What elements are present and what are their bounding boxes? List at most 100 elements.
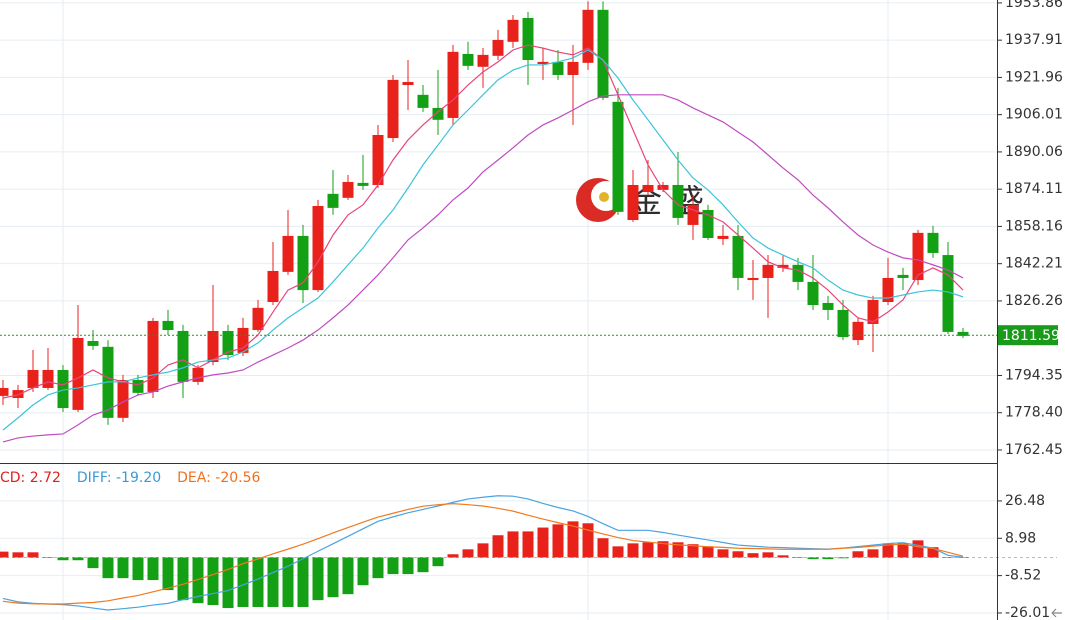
- macd-bar: [117, 557, 129, 579]
- macd-bar: [642, 542, 654, 558]
- logo-dot: [599, 192, 609, 202]
- candle-body: [132, 380, 144, 393]
- macd-bar: [357, 557, 369, 586]
- macd-bar: [387, 557, 399, 575]
- macd-bar: [12, 552, 24, 558]
- macd-bar: [657, 541, 669, 558]
- macd-bar: [42, 557, 54, 558]
- candle-body: [447, 51, 459, 118]
- y-tick-label: 1874.11: [1005, 181, 1063, 197]
- macd-bar: [237, 557, 249, 607]
- macd-bar: [942, 557, 954, 558]
- macd-bar: [462, 549, 474, 558]
- macd-bar: [297, 557, 309, 607]
- indicator-label: DEA: -20.56: [177, 470, 260, 486]
- candle-body: [897, 274, 909, 278]
- macd-bar: [762, 552, 774, 558]
- candle-body: [852, 321, 864, 341]
- y-tick-label: 1826.26: [1005, 293, 1063, 309]
- candle-body: [477, 54, 489, 67]
- candle-body: [417, 94, 429, 108]
- y-tick-label: 1890.06: [1005, 144, 1063, 160]
- candle-body: [177, 330, 189, 382]
- last-price-label: 1811.59: [1002, 328, 1060, 344]
- macd-bar: [552, 524, 564, 558]
- y-tick-label: 1762.45: [1005, 442, 1063, 458]
- macd-bar: [627, 543, 639, 558]
- candle-body: [762, 264, 774, 278]
- candle-body: [27, 369, 39, 388]
- candle-body: [42, 369, 54, 388]
- watermark: 金 盛: [576, 178, 704, 222]
- y-tick-label: 8.98: [1005, 530, 1036, 546]
- candle-body: [867, 299, 879, 324]
- candle-body: [297, 235, 309, 291]
- candle-body: [327, 193, 339, 208]
- candle-body: [882, 277, 894, 303]
- macd-bar: [732, 551, 744, 558]
- macd-bar: [867, 549, 879, 558]
- candle-body: [807, 281, 819, 306]
- macd-bar: [477, 543, 489, 558]
- macd-bar: [402, 557, 414, 575]
- candle-body: [0, 387, 9, 396]
- macd-bar: [492, 535, 504, 558]
- candle-body: [252, 307, 264, 331]
- moving-average-line: [2, 94, 964, 443]
- macd-bar: [837, 557, 849, 559]
- macd-bar: [717, 549, 729, 558]
- moving-average-line: [2, 49, 964, 431]
- macd-bar: [582, 523, 594, 558]
- macd-bar: [327, 557, 339, 598]
- macd-line: [2, 503, 964, 605]
- candle-body: [942, 255, 954, 332]
- candle-body: [927, 232, 939, 253]
- macd-bar: [507, 531, 519, 558]
- macd-bar: [597, 538, 609, 558]
- macd-bar: [747, 553, 759, 558]
- candle-body: [162, 320, 174, 331]
- macd-bar: [192, 557, 204, 604]
- candle-body: [387, 79, 399, 139]
- y-tick-label: 26.48: [1005, 493, 1045, 509]
- y-tick-label: 1794.35: [1005, 367, 1063, 383]
- macd-bar: [957, 557, 969, 558]
- candle-body: [207, 330, 219, 363]
- macd-bar: [87, 557, 99, 569]
- indicator-label: DIFF: -19.20: [77, 470, 161, 486]
- candle-body: [747, 277, 759, 281]
- candle-body: [657, 184, 669, 190]
- macd-bar: [282, 557, 294, 607]
- macd-bar: [267, 557, 279, 607]
- macd-bar: [447, 554, 459, 558]
- candle-body: [522, 17, 534, 61]
- candle-body: [672, 184, 684, 218]
- macd-bar: [882, 543, 894, 558]
- macd-bar: [132, 557, 144, 581]
- macd-bar: [207, 557, 219, 606]
- macd-bar: [342, 557, 354, 595]
- candle-body: [192, 367, 204, 382]
- y-tick-label: 1906.01: [1005, 107, 1063, 123]
- macd-bar: [687, 544, 699, 558]
- macd-bar: [432, 557, 444, 567]
- candle-body: [582, 9, 594, 63]
- macd-bar: [612, 546, 624, 558]
- candle-body: [777, 264, 789, 268]
- candle-body: [567, 61, 579, 75]
- candle-body: [717, 235, 729, 239]
- candle-body: [537, 61, 549, 64]
- candle-body: [12, 390, 24, 399]
- candle-body: [237, 327, 249, 353]
- macd-bar: [792, 557, 804, 558]
- candle-body: [612, 101, 624, 212]
- macd-bar: [372, 557, 384, 579]
- macd-bar: [72, 557, 84, 561]
- scroll-arrow[interactable]: [1051, 608, 1062, 618]
- candle-body: [117, 380, 129, 418]
- macd-bar: [777, 555, 789, 558]
- y-tick-label: 1953.86: [1005, 0, 1063, 11]
- moving-average-line: [2, 44, 964, 399]
- candle-body: [87, 341, 99, 346]
